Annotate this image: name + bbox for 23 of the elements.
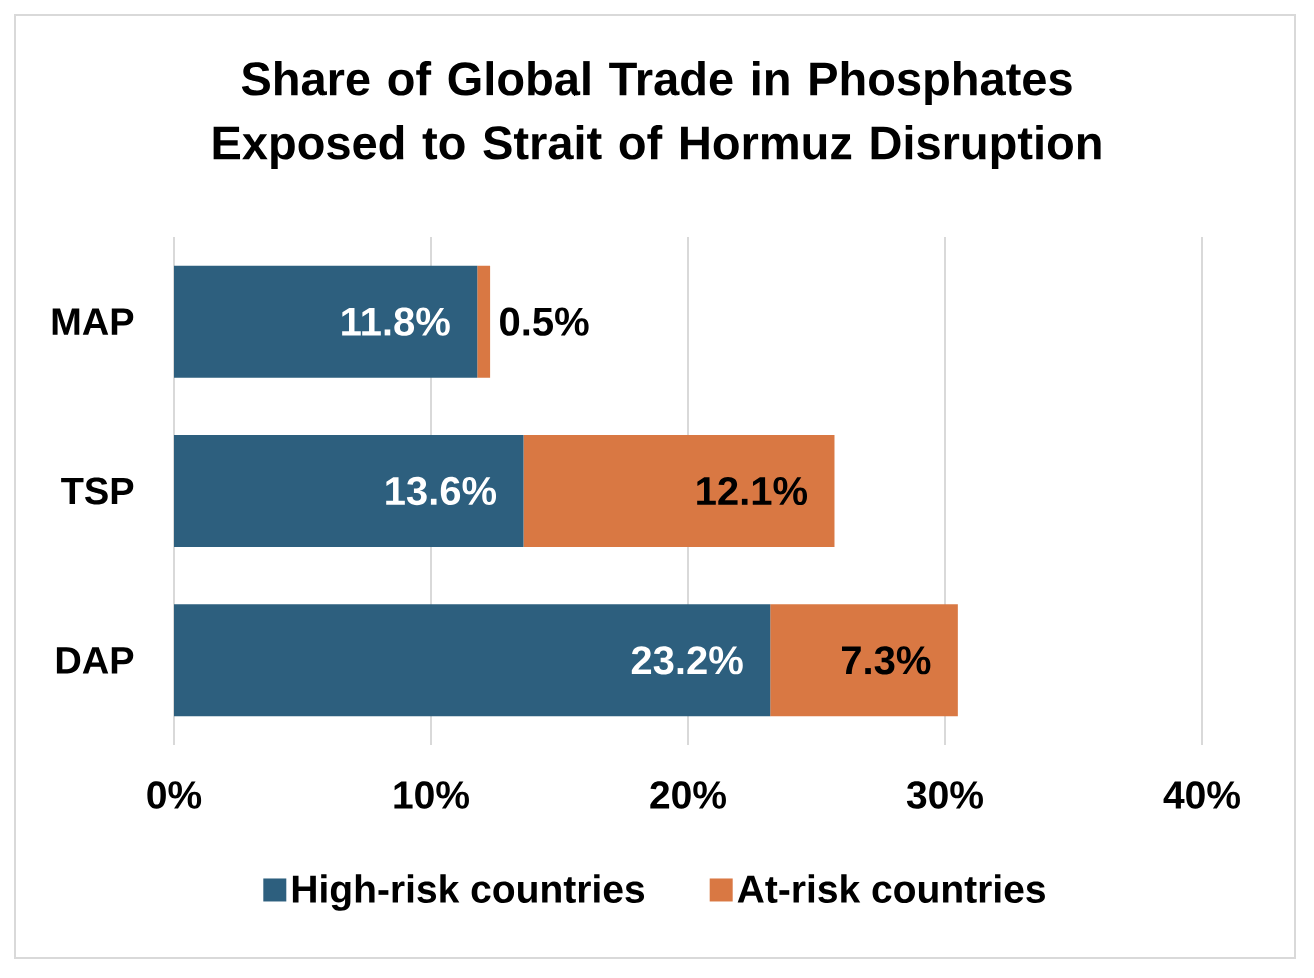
bar — [770, 604, 958, 717]
data-label: 12.1% — [697, 476, 808, 506]
bar — [174, 604, 771, 717]
x-tick-label: 20% — [650, 781, 726, 809]
bar — [477, 265, 491, 378]
bar — [174, 434, 524, 547]
data-label: 0.5% — [500, 307, 589, 336]
data-label: 23.2% — [631, 646, 743, 675]
bar — [174, 265, 478, 378]
bar — [523, 434, 835, 547]
data-label: 11.8% — [342, 307, 450, 336]
data-label: 7.3% — [842, 646, 931, 675]
y-tick-label: DAP — [56, 647, 134, 674]
legend-label: At-risk countries — [737, 874, 1045, 903]
x-tick-label: 0% — [147, 781, 202, 809]
y-tick-label: MAP — [52, 308, 134, 335]
y-tick-label: TSP — [61, 477, 134, 505]
legend-label: High-risk countries — [292, 874, 645, 911]
chart-title: Share of Global Trade in Phosphates Exposed to Strait of Hormuz Disruption — [213, 61, 1101, 169]
data-label: 13.6% — [386, 476, 497, 506]
x-tick-label: 30% — [906, 781, 983, 809]
x-tick-label: 10% — [394, 781, 469, 809]
x-tick-label: 40% — [1163, 781, 1240, 809]
